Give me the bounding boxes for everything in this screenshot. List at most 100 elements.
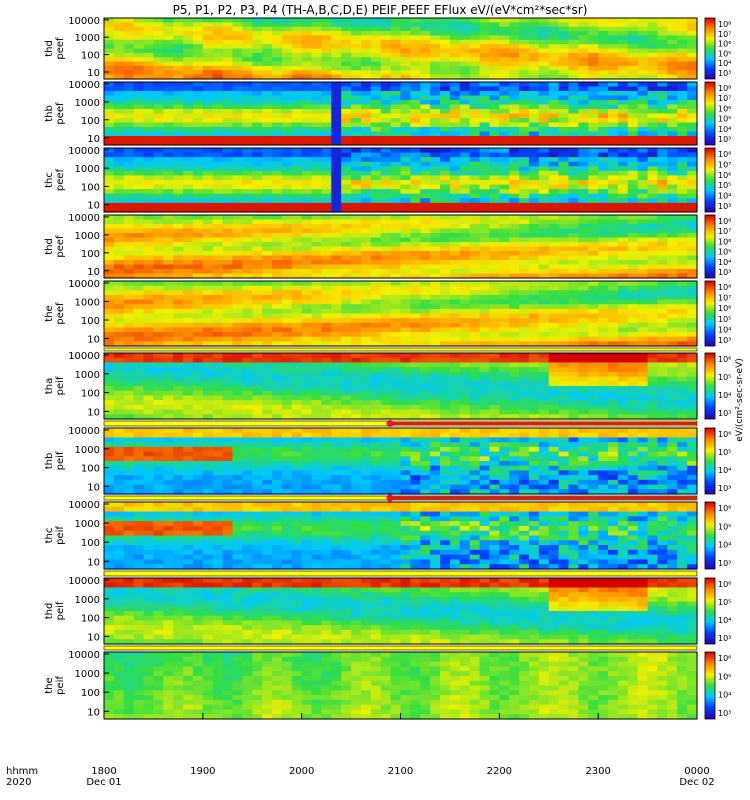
heatmap-cell	[232, 207, 243, 213]
heatmap-cell	[202, 304, 214, 310]
heatmap-cell	[113, 127, 125, 133]
heatmap-cell	[104, 322, 115, 329]
heatmap-cell	[311, 61, 323, 67]
heatmap-cell	[370, 170, 382, 177]
heatmap-cell	[183, 304, 194, 310]
heatmap-cell	[677, 273, 688, 279]
heatmap-cell	[202, 122, 214, 128]
heatmap-cell	[183, 281, 194, 287]
heatmap-cell	[291, 152, 303, 158]
heatmap-cell	[499, 294, 510, 301]
heatmap-cell	[153, 122, 164, 128]
heatmap-cell	[380, 48, 392, 54]
heatmap-cell	[380, 57, 392, 63]
heatmap-cell	[351, 95, 362, 101]
heatmap-cell	[430, 409, 441, 415]
heatmap-cell	[657, 91, 668, 97]
heatmap-cell	[440, 285, 451, 291]
heatmap-cell	[202, 273, 214, 279]
heatmap-cell	[420, 189, 431, 195]
heatmap-cell	[647, 22, 659, 28]
heatmap-cell	[608, 219, 619, 225]
heatmap-cell	[252, 86, 263, 92]
heatmap-cell	[341, 294, 352, 301]
heatmap-cell	[311, 86, 323, 92]
heatmap-cell	[291, 82, 303, 88]
heatmap-cell	[104, 362, 115, 368]
heatmap-cell	[657, 57, 668, 63]
heatmap-cell	[360, 104, 372, 110]
heatmap-cell	[637, 48, 649, 54]
heatmap-cell	[163, 61, 174, 67]
heatmap-cell	[133, 362, 145, 368]
heatmap-cell	[360, 242, 372, 248]
heatmap-cell	[351, 233, 362, 239]
heatmap-cell	[380, 61, 392, 67]
heatmap-cell	[351, 104, 362, 110]
heatmap-cell	[410, 148, 421, 154]
heatmap-cell	[568, 31, 579, 37]
heatmap-cell	[321, 281, 332, 287]
heatmap-cell	[548, 246, 560, 252]
heatmap-cell	[291, 367, 303, 373]
heatmap-cell	[163, 39, 174, 45]
heatmap-cell	[548, 152, 560, 158]
heatmap-cell	[449, 136, 461, 142]
heatmap-cell	[351, 318, 362, 324]
heatmap-cell	[123, 170, 135, 177]
heatmap-cell	[123, 371, 135, 378]
heatmap-cell	[133, 95, 145, 101]
heatmap-cell	[420, 184, 431, 190]
heatmap-cell	[410, 18, 421, 23]
heatmap-cell	[262, 100, 273, 106]
heatmap-cell	[321, 184, 332, 190]
heatmap-cell	[272, 122, 283, 128]
heatmap-cell	[133, 404, 145, 411]
heatmap-cell	[104, 299, 115, 305]
heatmap-cell	[281, 31, 293, 37]
heatmap-cell	[489, 127, 500, 133]
heatmap-cell	[331, 31, 342, 37]
heatmap-cell	[440, 166, 451, 172]
heatmap-cell	[380, 74, 392, 80]
heatmap-cell	[489, 140, 500, 146]
heatmap-cell	[519, 100, 530, 106]
heatmap-cell	[608, 175, 619, 181]
heatmap-cell	[351, 362, 362, 368]
heatmap-cell	[390, 109, 402, 115]
heatmap-cell	[598, 281, 609, 287]
heatmap-cell	[538, 198, 550, 204]
heatmap-cell	[598, 371, 609, 378]
heatmap-cell	[627, 228, 639, 234]
heatmap-cell	[123, 400, 135, 406]
heatmap-cell	[677, 127, 688, 133]
heatmap-cell	[489, 246, 500, 252]
heatmap-cell	[598, 341, 609, 347]
heatmap-cell	[321, 376, 332, 382]
heatmap-cell	[104, 118, 115, 124]
heatmap-cell	[509, 246, 520, 252]
colorbar-tick-label: 10⁶	[718, 237, 731, 246]
heatmap-cell	[291, 224, 303, 230]
heatmap-cell	[341, 264, 352, 270]
heatmap-cell	[677, 332, 688, 338]
heatmap-cell	[469, 189, 481, 195]
heatmap-cell	[242, 57, 253, 63]
heatmap-cell	[321, 400, 332, 406]
heatmap-cell	[538, 100, 550, 106]
heatmap-cell	[489, 70, 500, 76]
heatmap-cell	[163, 140, 174, 146]
heatmap-cell	[252, 131, 263, 137]
heatmap-cell	[143, 255, 155, 261]
heatmap-cell	[133, 118, 145, 124]
heatmap-cell	[311, 65, 323, 71]
heatmap-cell	[163, 31, 174, 37]
heatmap-cell	[519, 255, 530, 261]
heatmap-cell	[212, 215, 224, 221]
heatmap-cell	[667, 281, 678, 287]
heatmap-cell	[153, 390, 164, 397]
heatmap-cell	[420, 390, 431, 397]
heatmap-cell	[123, 180, 135, 186]
heatmap-cell	[390, 313, 402, 319]
heatmap-cell	[202, 91, 214, 97]
